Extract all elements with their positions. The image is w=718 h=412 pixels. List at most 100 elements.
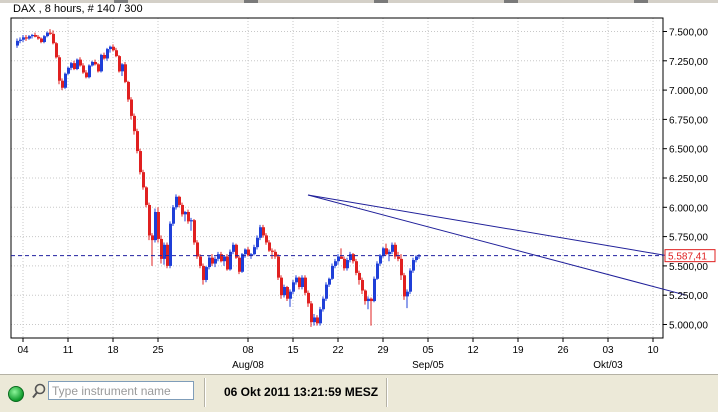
candle — [295, 275, 298, 285]
candle — [127, 80, 130, 102]
candle — [94, 59, 97, 66]
candle — [394, 242, 397, 259]
x-tick-label: 05 — [422, 345, 434, 356]
x-tick-label: 18 — [107, 345, 119, 356]
candle — [418, 254, 421, 259]
candle — [313, 313, 316, 326]
candle — [49, 29, 52, 36]
candle — [187, 209, 190, 224]
last-price-tag — [664, 249, 716, 263]
candle — [178, 195, 181, 208]
trendlines-layer — [307, 194, 687, 296]
toolbar-tab-marker[interactable] — [244, 0, 258, 3]
top-toolbar-strip — [0, 0, 718, 3]
candle — [304, 275, 307, 296]
x-tick-label: 04 — [17, 345, 29, 356]
x-tick-label: 11 — [63, 345, 74, 356]
candle — [211, 254, 214, 266]
candle — [286, 285, 289, 302]
candle — [151, 233, 154, 266]
candle — [136, 128, 139, 154]
candle — [340, 248, 343, 259]
candle — [301, 275, 304, 290]
toolbar-tab-marker[interactable] — [374, 0, 388, 3]
candle — [307, 290, 310, 307]
toolbar-tab-marker[interactable] — [504, 0, 518, 3]
candle — [403, 272, 406, 300]
candle — [37, 35, 40, 40]
candle — [352, 253, 355, 264]
candle — [25, 35, 28, 41]
x-tick-label: 12 — [467, 345, 479, 356]
candle — [34, 32, 37, 38]
candle — [208, 255, 211, 270]
chart-grid — [11, 18, 663, 338]
candle — [118, 54, 121, 73]
candle — [364, 289, 367, 305]
candle — [280, 275, 283, 299]
candle — [310, 301, 313, 327]
x-tick-label: 15 — [287, 345, 299, 356]
candle — [232, 242, 235, 255]
candle — [391, 242, 394, 255]
toolbar-tab-marker[interactable] — [114, 0, 128, 3]
candle — [415, 255, 418, 263]
candle — [46, 31, 49, 38]
candle — [409, 268, 412, 295]
candle — [52, 30, 55, 45]
candle — [217, 251, 220, 262]
instrument-search-input[interactable] — [48, 381, 194, 400]
candle — [241, 253, 244, 273]
candle — [349, 251, 352, 263]
trendline[interactable] — [307, 194, 687, 260]
candle — [325, 282, 328, 302]
x-tick-label: 10 — [647, 345, 659, 356]
candle — [193, 219, 196, 245]
toolbar-tab-marker[interactable] — [634, 0, 648, 3]
trendline[interactable] — [307, 194, 687, 296]
candle — [283, 284, 286, 298]
dax-candlestick-chart[interactable]: 5.587,41 5.000,00 5.250,00 5.500,00 5.750,0… — [0, 0, 718, 374]
candle — [184, 210, 187, 222]
candle — [289, 289, 292, 307]
candle — [412, 257, 415, 273]
candle — [268, 240, 271, 252]
chart-title: DAX , 8 hours, # 140 / 300 — [13, 3, 143, 15]
candle — [160, 235, 163, 264]
candle — [337, 254, 340, 265]
candle — [88, 64, 91, 79]
candle — [91, 60, 94, 67]
candle — [253, 244, 256, 256]
candle — [16, 38, 19, 48]
candle — [40, 37, 43, 44]
candle — [355, 258, 358, 276]
candle — [133, 113, 136, 135]
y-tick-label: 7.000,00 — [669, 86, 708, 97]
y-tick-label: 6.250,00 — [669, 174, 708, 185]
x-month-label: Okt/03 — [593, 360, 623, 371]
status-separator — [204, 378, 206, 407]
x-tick-label: 29 — [377, 345, 389, 356]
candle — [262, 224, 265, 238]
candle — [22, 35, 25, 43]
y-tick-label: 5.500,00 — [669, 262, 708, 273]
candle — [172, 204, 175, 227]
search-icon[interactable] — [31, 382, 47, 400]
plot-area-border — [10, 17, 664, 339]
y-tick-label: 7.500,00 — [669, 28, 708, 39]
candle — [400, 254, 403, 280]
candle — [112, 44, 115, 52]
candle — [121, 63, 124, 77]
candle — [76, 58, 79, 71]
candle — [385, 243, 388, 256]
candle — [223, 255, 226, 266]
y-tick-label: 6.500,00 — [669, 145, 708, 156]
x-tick-label: 03 — [602, 345, 614, 356]
last-price-layer: 5.587,41 — [11, 249, 716, 263]
candle — [148, 202, 151, 241]
candle — [397, 251, 400, 262]
candle — [334, 258, 337, 269]
candle — [19, 37, 22, 44]
candle — [157, 207, 160, 243]
candle — [199, 254, 202, 269]
